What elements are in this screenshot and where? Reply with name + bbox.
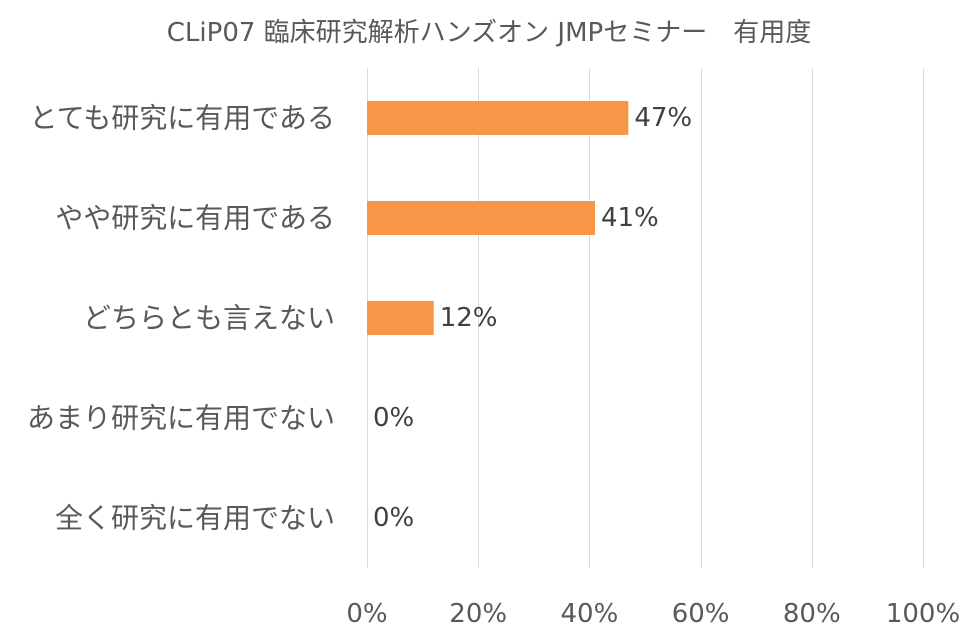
category-label: あまり研究に有用でない bbox=[27, 402, 335, 435]
data-label: 47% bbox=[634, 103, 692, 133]
category-label: やや研究に有用である bbox=[55, 202, 335, 235]
category-label: 全く研究に有用でない bbox=[55, 502, 335, 535]
x-tick-label: 40% bbox=[561, 599, 619, 629]
data-label: 0% bbox=[373, 503, 414, 533]
category-labels: とても研究に有用であるやや研究に有用であるどちらとも言えないあまり研究に有用でな… bbox=[27, 102, 335, 535]
x-tick-label: 0% bbox=[346, 599, 387, 629]
x-tick-label: 20% bbox=[449, 599, 507, 629]
category-label: とても研究に有用である bbox=[30, 102, 335, 135]
x-tick-label: 80% bbox=[783, 599, 841, 629]
bar bbox=[367, 301, 434, 335]
gridlines bbox=[367, 68, 924, 568]
bar bbox=[367, 201, 595, 235]
bar bbox=[367, 101, 629, 135]
x-tick-label: 100% bbox=[886, 599, 960, 629]
x-axis-tick-labels: 0% 20% 40% 60% 80% 100% bbox=[346, 599, 960, 629]
data-labels: 47% 41% 12% 0% 0% bbox=[373, 103, 692, 533]
data-label: 12% bbox=[440, 303, 498, 333]
category-label: どちらとも言えない bbox=[83, 302, 335, 335]
bars bbox=[367, 101, 629, 335]
data-label: 0% bbox=[373, 403, 414, 433]
x-tick-label: 60% bbox=[672, 599, 730, 629]
chart-title: CLiP07 臨床研究解析ハンズオン JMPセミナー 有用度 bbox=[167, 18, 811, 48]
data-label: 41% bbox=[601, 203, 659, 233]
